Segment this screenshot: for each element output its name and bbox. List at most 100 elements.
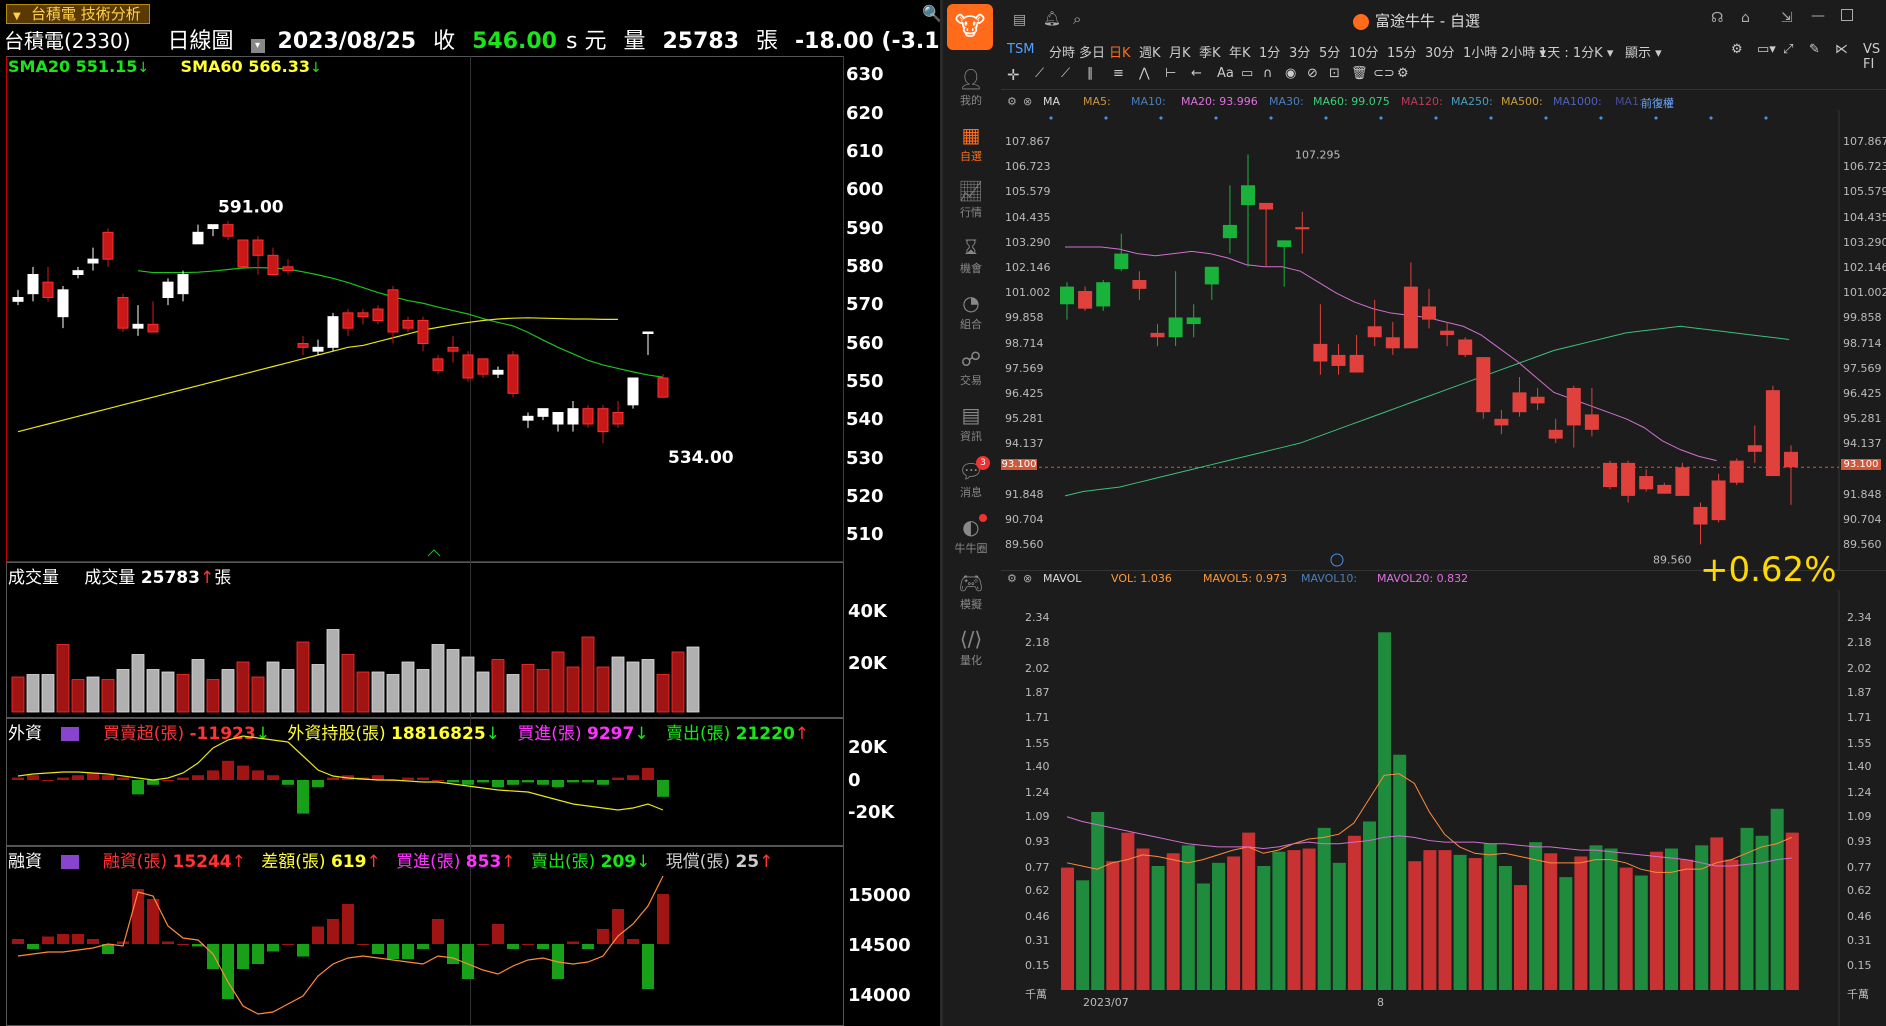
collapse-icon[interactable]: ▼ (13, 11, 21, 22)
tsm-axis-label-right: 107.867 (1843, 134, 1886, 148)
timeframe-13[interactable]: 1小時 (1463, 46, 1498, 61)
zoom-icon[interactable]: 🔍 (922, 4, 942, 23)
timeframe-12[interactable]: 30分 (1425, 46, 1455, 61)
eye-icon[interactable]: ◉ (1285, 66, 1297, 81)
tsm-volume-bar (1574, 856, 1588, 990)
draw-icon[interactable]: ✎ (1809, 42, 1820, 57)
ray-tool-icon[interactable]: ⟋ (1061, 66, 1071, 81)
text-tool-icon[interactable]: Aa (1217, 66, 1234, 81)
arrow-tool-icon[interactable]: ← (1191, 66, 1202, 81)
candle-body (72, 270, 84, 276)
timeframe-1[interactable]: 多日 (1079, 46, 1106, 61)
shirt-icon[interactable]: ⌂ (1741, 10, 1750, 26)
vol-axis-label-left: 1.40 (1025, 760, 1050, 774)
timeframe-7[interactable]: 1分 (1259, 46, 1281, 61)
mavol-settings-icon[interactable]: ⚙ (1007, 572, 1017, 585)
message-badge: 3 (976, 456, 990, 470)
sidebar-item-2[interactable]: 📈︎ 行情 (943, 180, 999, 220)
sidebar-item-4[interactable]: ◔ 組合 (943, 292, 999, 332)
timeframe-11[interactable]: 15分 (1387, 46, 1417, 61)
crosshair-icon[interactable]: ✛ (1007, 66, 1020, 84)
sidebar-item-3[interactable]: ⌛︎ 機會 (943, 236, 999, 276)
sidebar-item-5[interactable]: ☍ 交易 (943, 348, 999, 388)
timeframe-2[interactable]: 日K (1109, 46, 1131, 61)
line-tool-icon[interactable]: ⟋ (1035, 66, 1045, 81)
sidebar-item-9[interactable]: 🎮︎ 模擬 (943, 572, 999, 612)
chart-type-icon[interactable]: ▭▾ (1757, 42, 1776, 57)
sidebar-item-7[interactable]: 💬︎ 消息 3 (943, 456, 999, 500)
magnet-icon[interactable]: ∩ (1263, 66, 1273, 81)
timeframe-9[interactable]: 5分 (1319, 46, 1341, 61)
minimize-icon[interactable]: — (1811, 8, 1825, 24)
sidebar-item-8[interactable]: ◐ 牛牛圈 (943, 514, 999, 556)
tsm-candle-body (1331, 354, 1346, 366)
margin-menu-icon[interactable] (61, 855, 80, 869)
link-icon[interactable]: ⊂⊃ (1373, 66, 1395, 81)
foreign-bar (147, 780, 159, 785)
drawing-toolbar: ✛ ⟋ ⟋ ∥ ≡ ⋀ ⊢ ← Aa ▭ ∩ ◉ ⊘ ⊡ 🗑︎ ⊂⊃ ⚙ (1001, 64, 1886, 88)
timeframe-10[interactable]: 10分 (1349, 46, 1379, 61)
channel-tool-icon[interactable]: ∥ (1087, 66, 1094, 81)
ma-settings-icon[interactable]: ⚙ (1007, 95, 1017, 108)
volume-panel-unit: 張 (214, 568, 232, 588)
volume-bar (641, 659, 655, 713)
timeframe-0[interactable]: 分時 (1049, 46, 1076, 61)
compare-icon[interactable]: ⋉ (1835, 42, 1848, 57)
sidebar-item-10[interactable]: ⟨/⟩ 量化 (943, 628, 999, 668)
market-icon: 📈︎ (958, 179, 984, 203)
timeframe-8[interactable]: 3分 (1289, 46, 1311, 61)
tech-analysis-tab[interactable]: ▼ 台積電 技術分析 (6, 4, 150, 24)
ma120-label: MA120: (1401, 95, 1443, 108)
timeframe-5[interactable]: 季K (1199, 46, 1221, 61)
timeframe-16[interactable]: 顯示 ▾ (1625, 46, 1662, 61)
hide-icon[interactable]: ⊘ (1307, 66, 1318, 81)
bell-icon[interactable]: 🔔︎ (1043, 11, 1061, 27)
maximize-icon[interactable] (1841, 9, 1853, 21)
foreign-hold-value: 18816825 (391, 724, 486, 744)
ma-label[interactable]: MA (1043, 95, 1061, 108)
pattern-tool-icon[interactable]: ⋀ (1139, 66, 1150, 81)
app-logo-icon[interactable]: 🐮 (947, 4, 993, 50)
search-icon[interactable]: ⌕ (1073, 10, 1082, 28)
trash-icon[interactable]: 🗑︎ (1351, 66, 1368, 81)
chart-settings-icon[interactable]: ⚙ (1731, 42, 1743, 57)
margin-bar (327, 919, 339, 944)
foreign-axis-20k: 20K (848, 737, 887, 758)
price-panel-frame (6, 56, 844, 562)
tsm-volume-bar (1257, 866, 1271, 990)
timeframe-14[interactable]: 2小時 ▾ (1501, 46, 1546, 61)
timeframe-4[interactable]: 月K (1169, 46, 1191, 61)
vol-axis-20k: 20K (848, 653, 887, 674)
foreign-bar (522, 780, 534, 783)
ma250-label: MA250: (1451, 95, 1493, 108)
symbol-label[interactable]: TSM (1007, 42, 1035, 57)
foreign-menu-icon[interactable] (61, 727, 80, 741)
timeframe-15[interactable]: 1天 : 1分K ▾ (1539, 46, 1614, 61)
fullscreen-icon[interactable]: ⤢ (1783, 42, 1794, 57)
mavol-label[interactable]: MAVOL (1043, 572, 1082, 585)
sidebar-item-1[interactable]: ▦ 自選 (943, 124, 999, 164)
layout-icon[interactable]: ▤ (1013, 12, 1027, 28)
note-tool-icon[interactable]: ▭ (1241, 66, 1254, 81)
collapse-window-icon[interactable]: ⇲ (1781, 10, 1793, 26)
compare-label[interactable]: VS FI (1863, 42, 1881, 72)
headset-icon[interactable]: ☊ (1711, 10, 1724, 26)
timeframe-3[interactable]: 週K (1139, 46, 1161, 61)
ma-close-icon[interactable]: ⊗ (1023, 95, 1033, 108)
timeframe-6[interactable]: 年K (1229, 46, 1251, 61)
mavol-close-icon[interactable]: ⊗ (1023, 572, 1033, 585)
margin-bar (417, 944, 429, 949)
volume-bar (506, 674, 520, 713)
measure-tool-icon[interactable]: ⊢ (1165, 66, 1177, 81)
lock-icon[interactable]: ⊡ (1329, 66, 1340, 81)
candle-body (192, 231, 204, 245)
sidebar-item-0[interactable]: 👤︎ 我的 (943, 68, 999, 108)
settings-icon[interactable]: ⚙ (1397, 66, 1409, 81)
sidebar-item-6[interactable]: ▤ 資訊 (943, 404, 999, 444)
fib-tool-icon[interactable]: ≡ (1113, 66, 1124, 81)
adjust-label[interactable]: 前復權 (1641, 97, 1674, 110)
volume-bar (551, 651, 565, 713)
period-dropdown-icon[interactable]: ▾ (250, 39, 265, 53)
volume-unit: 張 (756, 29, 779, 54)
tsm-volume-bar (1785, 832, 1799, 990)
